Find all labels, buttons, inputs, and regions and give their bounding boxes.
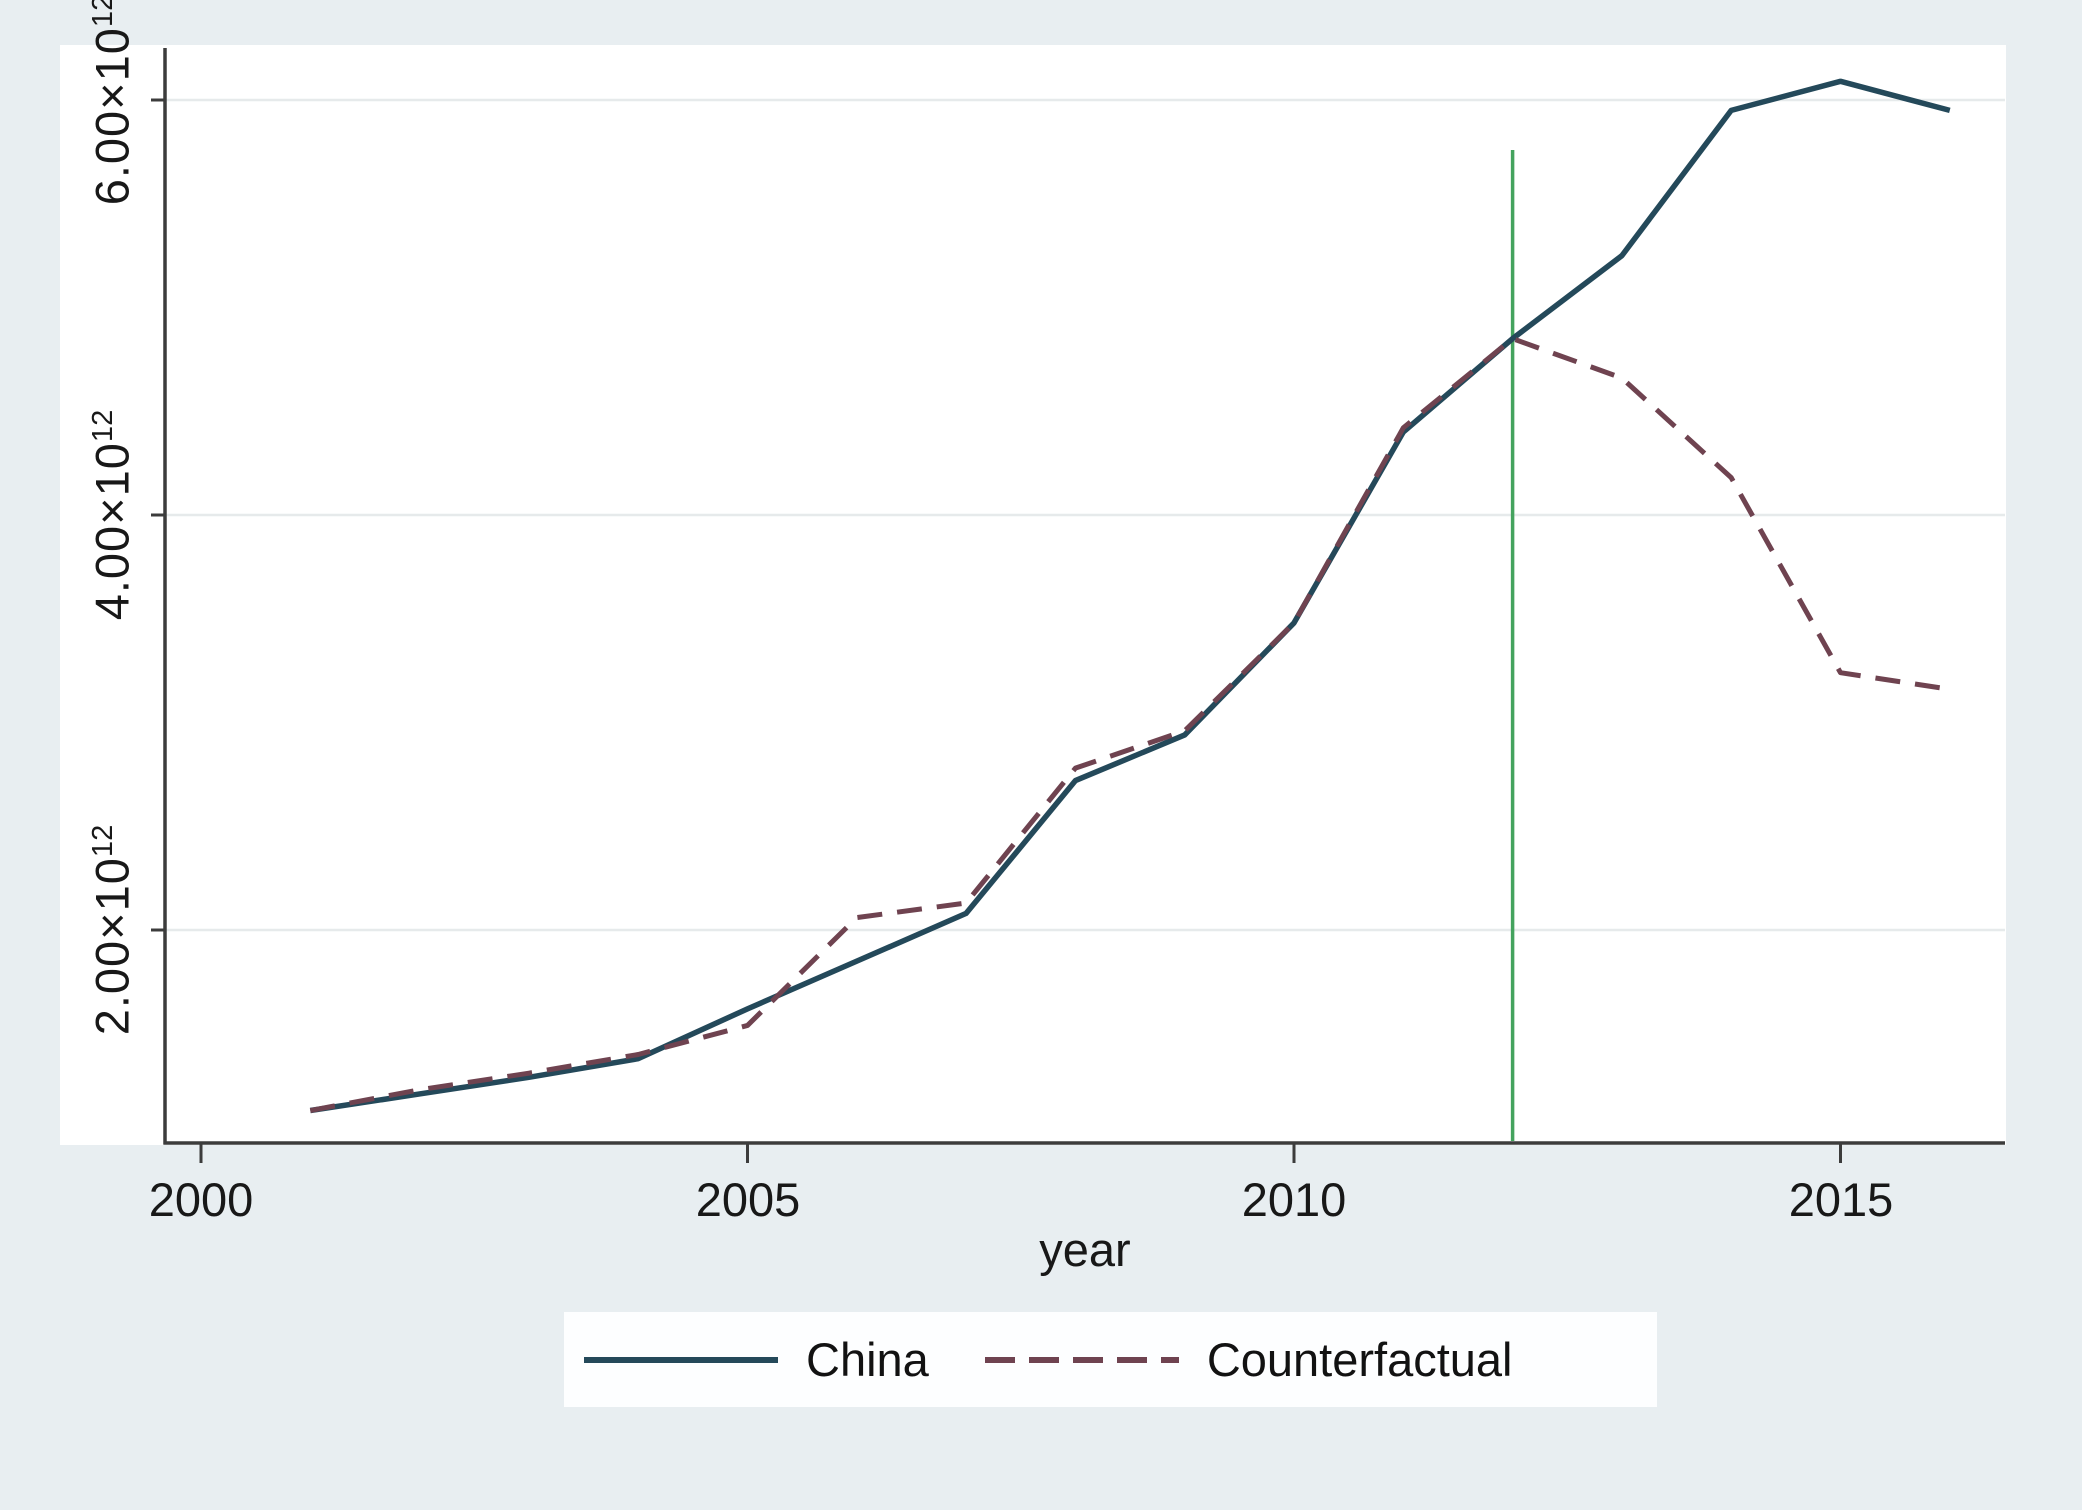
y-tick-label-6e12: 6.00×1012 [85,0,140,205]
y-tick-exponent: 12 [86,824,119,858]
legend-item-counterfactual: Counterfactual [984,1332,1513,1387]
y-tick-label-2e12: 2.00×1012 [85,825,140,1036]
series-line-china [309,78,1951,1114]
data-series-lines [309,78,1951,1114]
y-tick-label-4e12: 4.00×1012 [85,410,140,621]
legend: China Counterfactual [564,1312,1657,1407]
x-tick-label-2010: 2010 [1241,1173,1347,1226]
legend-label-china: China [806,1333,929,1386]
legend-label-counterfactual: Counterfactual [1206,1333,1513,1386]
x-tick-label-2000: 2000 [148,1173,254,1226]
y-tick-base: 6.00×10 [85,27,139,206]
legend-item-china: China [584,1332,929,1387]
y-tick-exponent: 12 [86,0,119,28]
plot-region [60,45,2006,1145]
x-tick-label-2005: 2005 [695,1173,801,1226]
series-line-counterfactual [309,336,1951,1113]
counterfactual-dashed-line-sample [984,1356,1179,1363]
x-axis-title: year [1039,1223,1131,1276]
gridlines [166,98,2005,932]
y-tick-exponent: 12 [86,409,119,443]
x-tick-label-2015: 2015 [1788,1173,1894,1226]
axes-and-ticks [151,48,2005,1163]
y-tick-base: 4.00×10 [85,442,139,621]
y-tick-base: 2.00×10 [85,857,139,1036]
china-solid-line-sample [584,1356,778,1363]
